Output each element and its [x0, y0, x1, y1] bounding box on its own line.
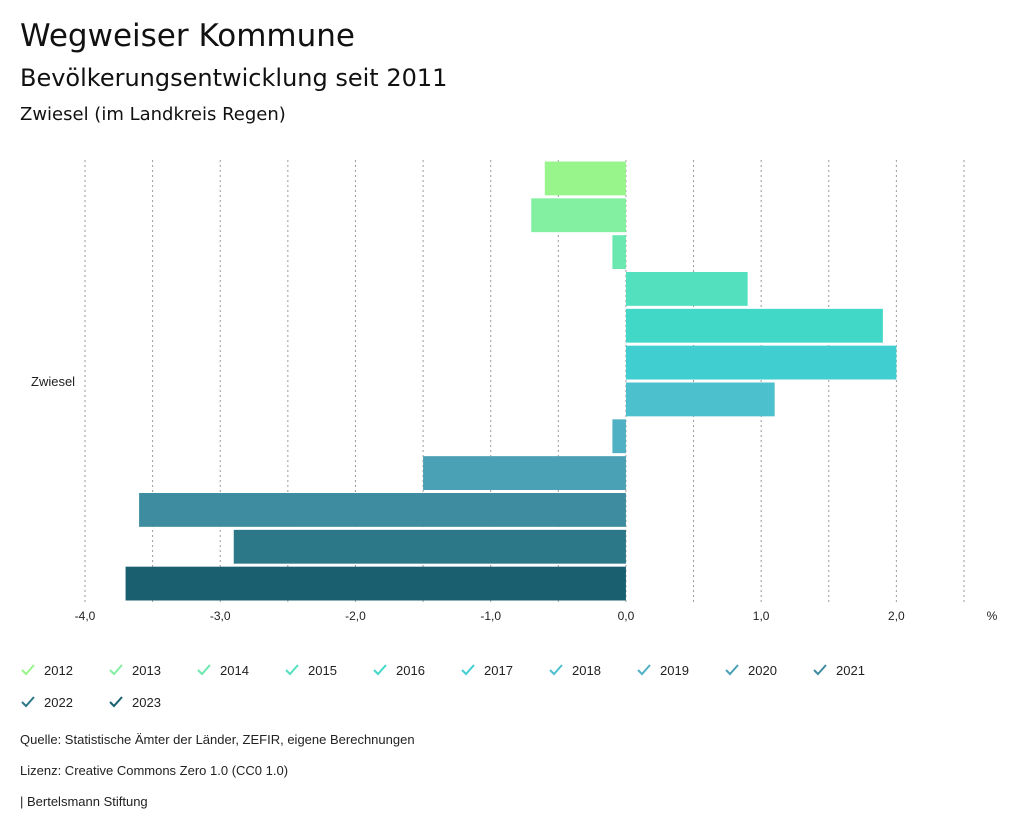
legend-item-2023[interactable]: 2023 [108, 688, 161, 716]
legend-item-2021[interactable]: 2021 [812, 656, 865, 684]
x-tick-label: -2,0 [345, 609, 366, 623]
legend-item-2018[interactable]: 2018 [548, 656, 601, 684]
legend-item-2013[interactable]: 2013 [108, 656, 161, 684]
checkmark-icon [373, 664, 387, 676]
legend-item-2015[interactable]: 2015 [284, 656, 337, 684]
bar-2023[interactable]: 2023: -3.7 [125, 566, 626, 601]
legend-item-2016[interactable]: 2016 [372, 656, 425, 684]
legend-item-2014[interactable]: 2014 [196, 656, 249, 684]
checkmark-icon [109, 664, 123, 676]
x-axis-unit: % [987, 609, 998, 623]
page-title: Wegweiser Kommune [20, 18, 355, 54]
chart-subtitle: Bevölkerungsentwicklung seit 2011 [20, 64, 448, 92]
checkmark-icon [21, 696, 35, 708]
legend-label: 2012 [44, 662, 73, 678]
checkmark-icon [461, 664, 475, 676]
bar-2022[interactable]: 2022: -2.9 [233, 529, 626, 564]
source-note: Quelle: Statistische Ämter der Länder, Z… [20, 732, 415, 747]
bar-2013[interactable]: 2013: -0.7 [531, 198, 626, 233]
legend-item-2020[interactable]: 2020 [724, 656, 777, 684]
x-tick-label: -1,0 [480, 609, 501, 623]
legend-label: 2018 [572, 662, 601, 678]
legend-item-2019[interactable]: 2019 [636, 656, 689, 684]
checkmark-icon [813, 664, 827, 676]
category-label: Zwiesel [31, 374, 75, 389]
bar-2012[interactable]: 2012: -0.6 [544, 161, 626, 196]
legend-label: 2020 [748, 662, 777, 678]
bar-2020[interactable]: 2020: -1.5 [423, 456, 626, 490]
checkmark-icon [285, 664, 299, 676]
x-tick-label: 1,0 [753, 609, 770, 623]
legend-label: 2017 [484, 662, 513, 678]
legend-label: 2016 [396, 662, 425, 678]
publisher-note: | Bertelsmann Stiftung [20, 794, 148, 809]
legend-item-2017[interactable]: 2017 [460, 656, 513, 684]
license-note: Lizenz: Creative Commons Zero 1.0 (CC0 1… [20, 763, 289, 778]
checkmark-icon [21, 664, 35, 676]
checkmark-icon [549, 664, 563, 676]
checkmark-icon [725, 664, 739, 676]
checkmark-icon [109, 696, 123, 708]
bar-2019[interactable]: 2019: -0.1 [612, 419, 626, 454]
x-tick-label: 2,0 [888, 609, 905, 623]
bar-2014[interactable]: 2014: -0.1 [612, 235, 626, 269]
legend-label: 2015 [308, 662, 337, 678]
x-tick-label: -3,0 [210, 609, 231, 623]
legend-label: 2023 [132, 694, 161, 710]
checkmark-icon [197, 664, 211, 676]
region-label: Zwiesel (im Landkreis Regen) [20, 104, 286, 125]
bar-chart: 2012: -0.62013: -0.72014: -0.12015: 0.92… [31, 160, 998, 623]
legend-label: 2021 [836, 662, 865, 678]
legend-label: 2013 [132, 662, 161, 678]
bar-2015[interactable]: 2015: 0.9 [625, 272, 748, 306]
bar-2017[interactable]: 2017: 2 [625, 345, 897, 380]
legend-label: 2014 [220, 662, 249, 678]
legend-item-2022[interactable]: 2022 [20, 688, 73, 716]
checkmark-icon [637, 664, 651, 676]
legend-label: 2022 [44, 694, 73, 710]
legend-label: 2019 [660, 662, 689, 678]
x-tick-label: -4,0 [75, 609, 96, 623]
bar-2021[interactable]: 2021: -3.6 [139, 493, 626, 527]
bar-2016[interactable]: 2016: 1.9 [625, 308, 883, 343]
bar-2018[interactable]: 2018: 1.1 [625, 382, 775, 417]
x-tick-label: 0,0 [618, 609, 635, 623]
legend-item-2012[interactable]: 2012 [20, 656, 73, 684]
